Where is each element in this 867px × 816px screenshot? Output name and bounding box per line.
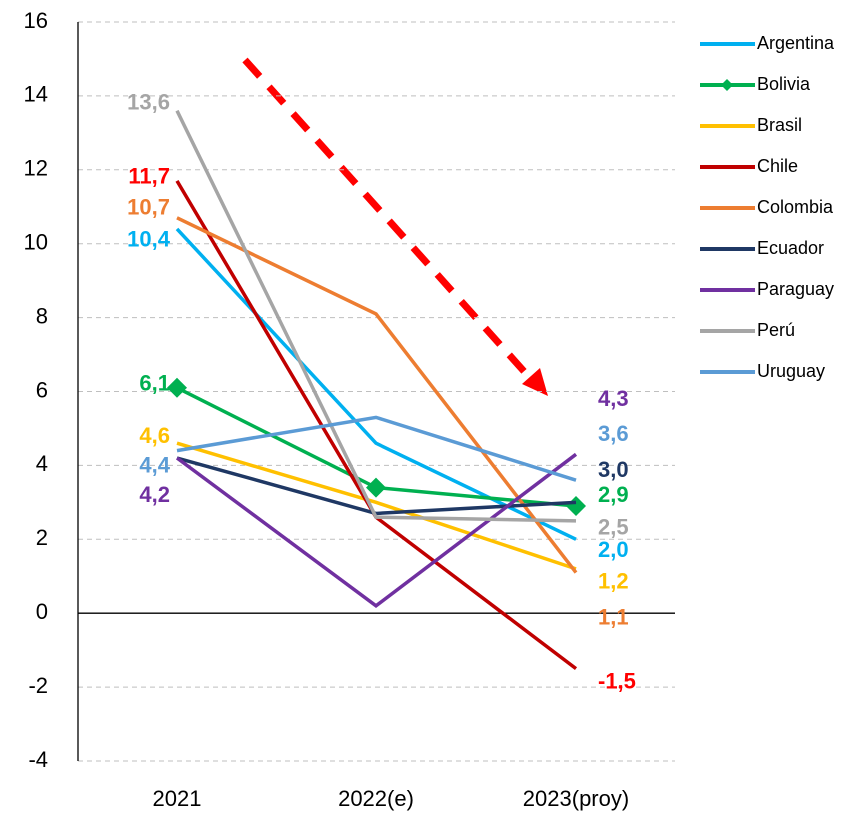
data-label: 4,3: [598, 386, 629, 411]
series-line: [176, 415, 577, 482]
legend-label: Perú: [757, 320, 795, 340]
series-line: [175, 109, 577, 523]
data-label: 4,2: [139, 482, 170, 507]
legend-label: Uruguay: [757, 361, 825, 381]
y-tick-label: 0: [36, 599, 48, 624]
y-tick-label: 14: [24, 82, 48, 107]
y-tick-label: 6: [36, 377, 48, 402]
data-label: 2,9: [598, 482, 629, 507]
legend-label: Paraguay: [757, 279, 834, 299]
y-tick-label: 8: [36, 303, 48, 328]
legend-label: Ecuador: [757, 238, 824, 258]
data-label: 13,6: [127, 89, 170, 114]
data-label: -1,5: [598, 668, 636, 693]
data-label: 4,6: [139, 423, 170, 448]
trend-arrow-head: [522, 368, 548, 396]
y-tick-label: 2: [36, 525, 48, 550]
marker: [167, 377, 187, 398]
data-label: 3,0: [598, 457, 629, 482]
series-line: [175, 179, 578, 671]
data-label: 1,1: [598, 604, 629, 629]
y-tick-label: 10: [24, 230, 48, 255]
data-label: 10,4: [127, 227, 171, 252]
data-label: 3,6: [598, 421, 629, 446]
y-tick-label: -2: [28, 673, 48, 698]
series-line: [175, 452, 578, 608]
data-label: 1,2: [598, 569, 629, 594]
marker: [566, 496, 586, 517]
data-label: 11,7: [128, 164, 170, 189]
y-tick-label: 12: [24, 156, 48, 181]
legend-marker: [721, 79, 733, 91]
series-line: [176, 441, 577, 571]
legend-label: Argentina: [757, 33, 835, 53]
y-tick-label: 16: [24, 8, 48, 33]
data-label: 6,1: [139, 371, 170, 396]
data-label: 2,5: [598, 515, 629, 540]
legend-label: Brasil: [757, 115, 802, 135]
x-tick-label: 2023(proy): [523, 786, 629, 811]
marker: [366, 477, 386, 498]
data-label: 10,7: [127, 195, 170, 220]
legend-label: Bolivia: [757, 74, 811, 94]
x-tick-label: 2021: [153, 786, 202, 811]
data-label: 2,0: [598, 537, 629, 562]
data-label: 4,4: [139, 452, 170, 477]
y-tick-label: -4: [28, 747, 48, 772]
legend-label: Chile: [757, 156, 798, 176]
legend-label: Colombia: [757, 197, 834, 217]
x-tick-label: 2022(e): [338, 786, 414, 811]
y-tick-label: 4: [36, 451, 48, 476]
